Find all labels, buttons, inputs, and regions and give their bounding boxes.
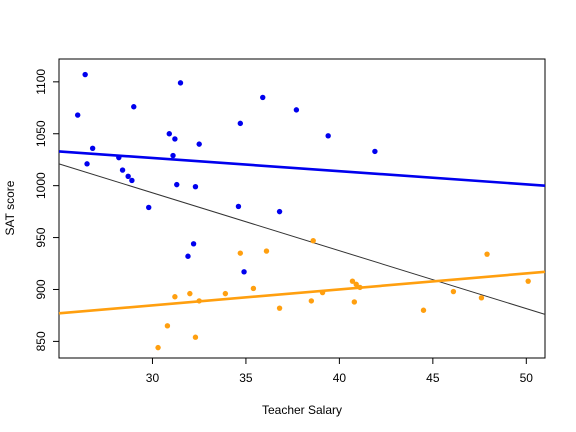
- data-point-s2-3: [172, 294, 178, 300]
- data-point-s1-26: [325, 133, 331, 139]
- data-point-s1-1: [74, 112, 81, 118]
- data-point-s1-16: [185, 253, 191, 259]
- data-point-s1-21: [237, 120, 244, 127]
- data-point-s1-15: [177, 80, 184, 86]
- data-point-s1-24: [276, 208, 283, 215]
- fit-line-3: [58, 270, 546, 315]
- x-tick-label-50: 50: [520, 371, 534, 385]
- y-tick-label-900: 900: [34, 279, 48, 299]
- fit-line-1: [58, 150, 546, 187]
- plot-frame: [58, 58, 546, 359]
- y-tick-label-1100: 1100: [34, 69, 48, 95]
- x-axis-title: Teacher Salary: [262, 403, 342, 417]
- data-point-s1-7: [125, 173, 131, 180]
- y-tick-label-1000: 1000: [34, 172, 48, 199]
- x-tick-label-35: 35: [239, 371, 253, 385]
- data-point-s2-10: [263, 248, 270, 254]
- data-point-s2-16: [351, 299, 358, 305]
- data-point-s1-22: [241, 269, 247, 275]
- data-point-s1-25: [293, 107, 300, 113]
- data-point-s1-27: [372, 148, 378, 155]
- data-point-s1-19: [196, 141, 202, 147]
- data-point-s1-3: [84, 161, 90, 167]
- data-point-s1-18: [192, 183, 199, 190]
- data-point-s1-23: [260, 94, 266, 101]
- data-point-s2-8: [237, 250, 244, 256]
- data-point-s1-4: [89, 145, 96, 151]
- y-tick-label-850: 850: [34, 331, 48, 351]
- y-axis: 850 900 950 1000 1050 1100: [34, 69, 59, 351]
- data-point-s2-12: [308, 298, 315, 304]
- data-point-s2-19: [420, 307, 427, 313]
- data-point-s1-10: [146, 204, 152, 211]
- x-tick-label-30: 30: [146, 371, 160, 385]
- data-point-s2-11: [276, 305, 283, 311]
- y-tick-label-1050: 1050: [34, 120, 48, 147]
- data-point-s2-23: [525, 278, 531, 284]
- data-points: [74, 71, 531, 351]
- data-point-s1-5: [116, 154, 122, 161]
- data-point-s2-18: [357, 284, 363, 291]
- data-point-s2-17: [353, 281, 359, 287]
- data-point-s2-1: [155, 344, 161, 351]
- data-point-s1-9: [131, 104, 137, 110]
- data-point-s2-4: [187, 290, 193, 297]
- y-tick-label-950: 950: [34, 227, 48, 247]
- data-point-s1-17: [190, 241, 197, 247]
- data-point-s1-11: [166, 131, 172, 137]
- data-point-s2-22: [484, 251, 490, 257]
- data-point-s1-14: [174, 181, 180, 188]
- data-point-s2-2: [164, 323, 171, 329]
- data-point-s2-13: [310, 237, 316, 244]
- data-point-s1-8: [129, 177, 135, 184]
- fit-lines: [58, 150, 546, 315]
- x-axis: 30 35 40 45 50: [146, 358, 534, 385]
- data-point-s1-2: [82, 71, 88, 78]
- data-point-s2-14: [319, 289, 326, 296]
- data-point-s2-15: [349, 278, 356, 284]
- data-point-s2-20: [450, 288, 457, 295]
- data-point-s2-21: [478, 295, 485, 301]
- fit-line-2: [58, 163, 546, 315]
- x-tick-label-45: 45: [426, 371, 440, 385]
- data-point-s1-20: [235, 203, 242, 210]
- x-tick-label-40: 40: [333, 371, 347, 385]
- data-point-s1-6: [119, 167, 126, 173]
- data-point-s2-9: [250, 285, 257, 292]
- data-point-s1-12: [170, 152, 176, 159]
- data-point-s2-5: [192, 334, 199, 340]
- data-point-s1-13: [172, 136, 178, 142]
- data-point-s2-6: [196, 298, 202, 304]
- y-axis-title: SAT score: [3, 180, 17, 235]
- data-point-s2-7: [222, 290, 229, 297]
